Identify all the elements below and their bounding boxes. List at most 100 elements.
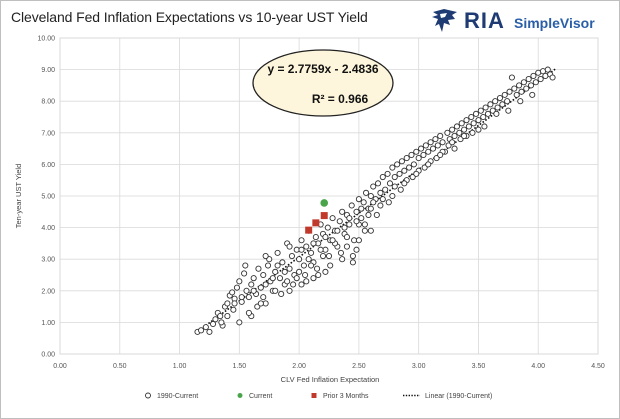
x-tick-label: 4.50 [591, 363, 605, 370]
data-point [206, 328, 213, 335]
data-point [379, 196, 386, 203]
data-point [365, 211, 372, 219]
data-point [218, 319, 225, 326]
data-point [382, 186, 389, 193]
data-point [296, 256, 303, 263]
data-point [346, 215, 353, 222]
data-point [308, 249, 315, 256]
data-point [269, 275, 276, 282]
data-point [444, 129, 451, 136]
legend-label: 1990-Current [157, 393, 198, 400]
data-point [353, 218, 360, 225]
data-point [532, 79, 539, 86]
data-point [477, 107, 484, 114]
data-point [518, 88, 525, 95]
data-point [322, 268, 329, 275]
data-point [461, 132, 468, 140]
data-point [293, 275, 300, 282]
data-point [298, 281, 305, 288]
prior-month-point [320, 212, 328, 220]
data-point [408, 151, 415, 158]
data-point [260, 294, 267, 301]
data-point [434, 142, 441, 149]
data-point [463, 117, 470, 124]
y-tick-label: 4.00 [41, 225, 55, 232]
data-point [329, 237, 336, 244]
data-point [377, 189, 384, 196]
data-point [475, 117, 482, 124]
prior-month-point [312, 219, 320, 227]
data-point [230, 306, 237, 313]
data-point [413, 170, 420, 177]
data-point [418, 145, 425, 152]
data-point [281, 268, 288, 275]
data-point [242, 262, 249, 269]
data-point [284, 278, 291, 285]
data-point [410, 161, 417, 168]
data-point [473, 110, 480, 117]
data-point [312, 234, 319, 241]
data-point [310, 275, 317, 282]
data-point [449, 139, 456, 146]
x-tick-label: 3.00 [412, 363, 426, 370]
data-point [329, 215, 336, 222]
data-point [255, 265, 262, 272]
legend-label: Current [249, 393, 272, 400]
y-tick-label: 10.00 [37, 36, 55, 43]
data-point [451, 132, 458, 140]
data-point [355, 196, 362, 203]
data-point [290, 281, 297, 288]
y-tick-label: 7.00 [41, 130, 55, 137]
data-points [194, 66, 556, 335]
data-point [544, 66, 551, 73]
data-point [406, 164, 413, 171]
data-point [322, 234, 329, 241]
data-point [549, 74, 556, 81]
data-point [339, 208, 346, 215]
data-point [257, 300, 264, 307]
data-point [231, 300, 238, 307]
data-point [370, 183, 377, 190]
data-point [527, 82, 535, 89]
y-tick-label: 5.00 [41, 194, 55, 201]
brand-logo: RIA SimpleVisor [430, 6, 615, 36]
data-point [437, 132, 444, 140]
data-point [427, 139, 434, 146]
regression-equation: y = 2.7759x - 2.4836 [267, 62, 378, 76]
data-point [458, 120, 465, 127]
data-point [315, 271, 322, 279]
data-point [394, 161, 401, 168]
data-point [248, 281, 255, 288]
data-point [367, 192, 374, 200]
data-point [353, 246, 360, 253]
data-point [336, 218, 343, 225]
data-point [260, 271, 267, 279]
data-point [422, 142, 429, 149]
data-point [238, 294, 245, 301]
data-point [317, 246, 324, 253]
x-tick-label: 1.00 [173, 363, 187, 370]
data-point [243, 287, 250, 294]
data-point [257, 284, 264, 291]
y-tick-label: 8.00 [41, 99, 55, 106]
data-point [523, 85, 530, 92]
x-tick-label: 2.50 [352, 363, 366, 370]
data-point [481, 123, 488, 130]
data-point [373, 211, 380, 219]
data-point [391, 173, 398, 181]
y-tick-label: 3.00 [41, 257, 55, 264]
y-tick-label: 1.00 [41, 320, 55, 327]
data-point [493, 110, 500, 117]
data-point [343, 243, 350, 250]
prior-month-point [305, 226, 313, 234]
data-point [451, 145, 458, 152]
data-point [274, 249, 281, 256]
data-point [482, 104, 489, 111]
data-point [209, 320, 217, 328]
data-point [361, 221, 368, 228]
data-point [198, 327, 205, 334]
data-point [367, 227, 374, 234]
data-point [508, 74, 515, 81]
data-point [429, 145, 437, 152]
